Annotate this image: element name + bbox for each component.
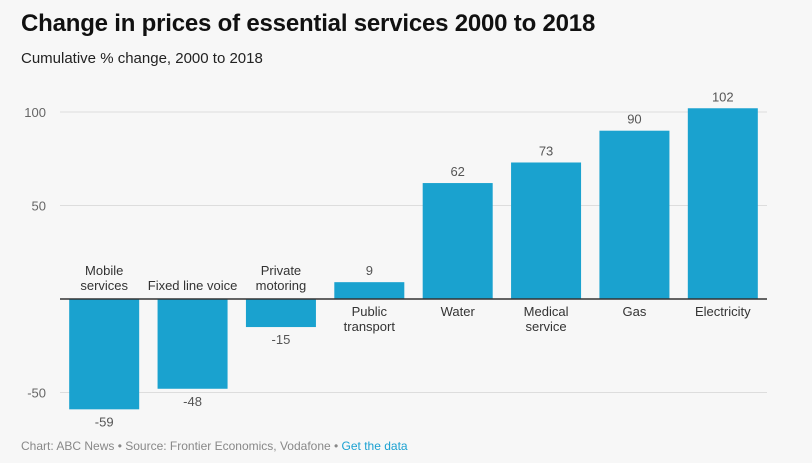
value-label: 73 bbox=[539, 143, 553, 158]
category-label: Medical bbox=[524, 304, 569, 319]
category-label: Mobile bbox=[85, 263, 123, 278]
bar bbox=[511, 162, 582, 299]
bar bbox=[334, 282, 405, 299]
bar bbox=[422, 183, 493, 299]
category-label: motoring bbox=[256, 278, 307, 293]
value-label: -15 bbox=[272, 332, 291, 347]
chart-title: Change in prices of essential services 2… bbox=[21, 10, 596, 37]
bar bbox=[157, 299, 228, 389]
category-label: Private bbox=[261, 263, 301, 278]
y-tick-label: -50 bbox=[27, 386, 46, 401]
chart-footer: Chart: ABC News • Source: Frontier Econo… bbox=[21, 439, 408, 453]
category-label: Water bbox=[441, 304, 476, 319]
value-label: -48 bbox=[183, 394, 202, 409]
value-label: 62 bbox=[450, 164, 464, 179]
value-label: 9 bbox=[366, 263, 373, 278]
category-label: Public bbox=[352, 304, 388, 319]
y-tick-label: 100 bbox=[24, 105, 46, 120]
source-credit: Chart: ABC News • Source: Frontier Econo… bbox=[21, 439, 342, 453]
category-label: Gas bbox=[623, 304, 647, 319]
chart-subtitle: Cumulative % change, 2000 to 2018 bbox=[21, 50, 263, 67]
category-label: Fixed line voice bbox=[148, 278, 238, 293]
value-label: 102 bbox=[712, 89, 734, 104]
y-tick-label: 50 bbox=[32, 199, 46, 214]
value-label: 90 bbox=[627, 112, 641, 127]
bar bbox=[245, 299, 316, 328]
category-label: Electricity bbox=[695, 304, 751, 319]
bar bbox=[599, 130, 670, 299]
category-label: transport bbox=[344, 319, 396, 334]
bar bbox=[687, 108, 758, 299]
category-label: service bbox=[525, 319, 566, 334]
bar bbox=[69, 299, 140, 410]
value-label: -59 bbox=[95, 414, 114, 429]
get-the-data-link[interactable]: Get the data bbox=[341, 439, 408, 453]
category-label: services bbox=[80, 278, 128, 293]
